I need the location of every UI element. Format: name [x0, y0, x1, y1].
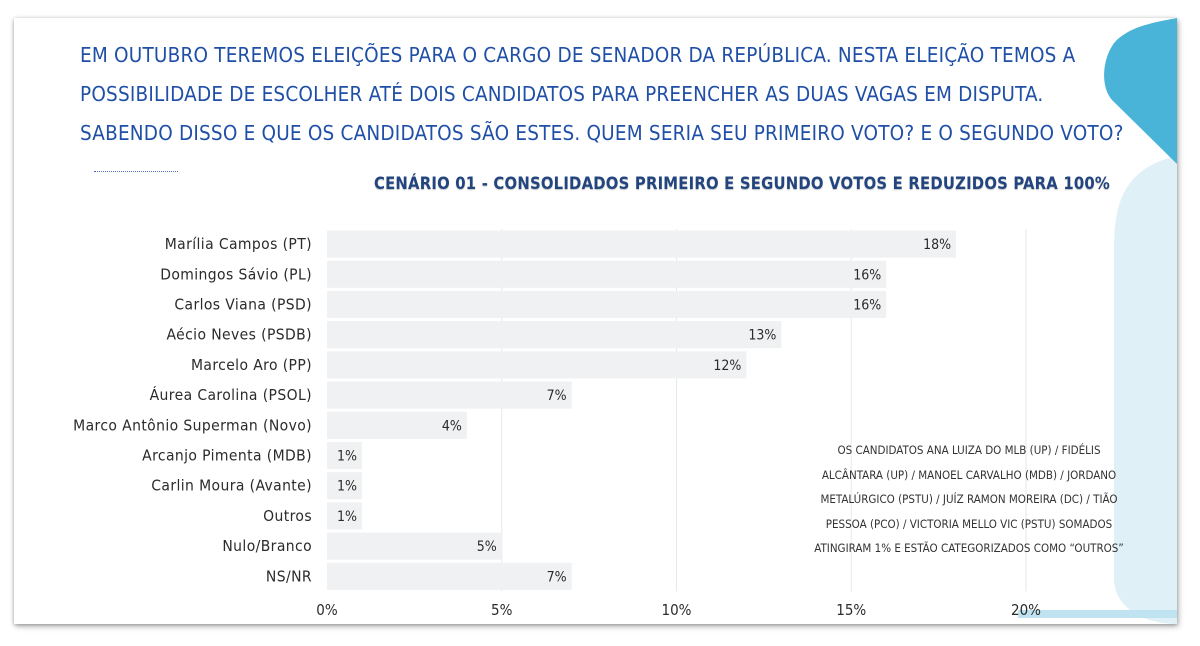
slide: EM OUTUBRO TEREMOS ELEIÇÕES PARA O CARGO…: [14, 18, 1177, 624]
x-tick-label: 0%: [316, 601, 338, 619]
value-label: 5%: [477, 539, 497, 555]
category-label: Carlin Moura (Avante): [151, 477, 312, 495]
value-label: 16%: [853, 298, 881, 314]
bar: [327, 442, 362, 469]
question-line: EM OUTUBRO TEREMOS ELEIÇÕES PARA O CARGO…: [80, 43, 1076, 67]
category-label: Arcanjo Pimenta (MDB): [142, 447, 312, 465]
x-tick-label: 15%: [836, 601, 866, 619]
question-line: POSSIBILIDADE DE ESCOLHER ATÉ DOIS CANDI…: [80, 82, 1044, 106]
x-tick-label: 20%: [1011, 601, 1041, 619]
x-tick-label: 10%: [662, 601, 692, 619]
category-label: Áurea Carolina (PSOL): [150, 385, 312, 404]
bar: [327, 411, 467, 439]
bar: [327, 381, 572, 409]
chart-title: CENÁRIO 01 - CONSOLIDADOS PRIMEIRO E SEG…: [374, 174, 1111, 193]
value-label: 4%: [442, 418, 462, 434]
x-tick-label: 5%: [491, 601, 513, 619]
question-line: SABENDO DISSO E QUE OS CANDIDATOS SÃO ES…: [80, 121, 1124, 145]
accent-shape-dark: [1104, 18, 1177, 164]
others-note: OS CANDIDATOS ANA LUIZA DO MLB (UP) / FI…: [814, 443, 1124, 555]
accent-shape-light: [1114, 156, 1177, 624]
value-label: 1%: [337, 449, 357, 465]
bar: [327, 260, 887, 288]
value-label: 16%: [853, 267, 881, 283]
value-label: 13%: [748, 328, 776, 344]
accent-bottom-strip: [1018, 610, 1177, 618]
value-label: 1%: [337, 509, 357, 525]
category-label: Outros: [263, 507, 312, 525]
dotted-divider: [94, 171, 178, 172]
bar: [327, 562, 572, 590]
bar: [327, 291, 887, 318]
bar: [327, 472, 362, 500]
bar: [327, 321, 782, 349]
category-label: Carlos Viana (PSD): [174, 296, 312, 314]
category-label: Domingos Sávio (PL): [160, 265, 312, 283]
bar: [327, 230, 957, 258]
value-label: 12%: [713, 358, 741, 374]
bar: [327, 532, 502, 560]
category-label: Marco Antônio Superman (Novo): [73, 416, 312, 434]
bar: [327, 502, 362, 530]
decorative-shapes: [1018, 18, 1177, 624]
category-label: Marcelo Aro (PP): [191, 356, 312, 374]
bar: [327, 351, 747, 379]
category-label: Marília Campos (PT): [165, 235, 312, 253]
value-label: 1%: [337, 479, 357, 495]
value-label: 7%: [547, 569, 567, 585]
category-label: Nulo/Branco: [222, 537, 312, 555]
value-label: 18%: [923, 237, 951, 253]
survey-question: EM OUTUBRO TEREMOS ELEIÇÕES PARA O CARGO…: [80, 36, 1124, 153]
bar-chart: Marília Campos (PT) 18% Domingos Sávio (PL…: [73, 229, 1041, 619]
value-label: 7%: [547, 388, 567, 404]
category-label: NS/NR: [266, 567, 312, 585]
category-label: Aécio Neves (PSDB): [166, 326, 312, 344]
